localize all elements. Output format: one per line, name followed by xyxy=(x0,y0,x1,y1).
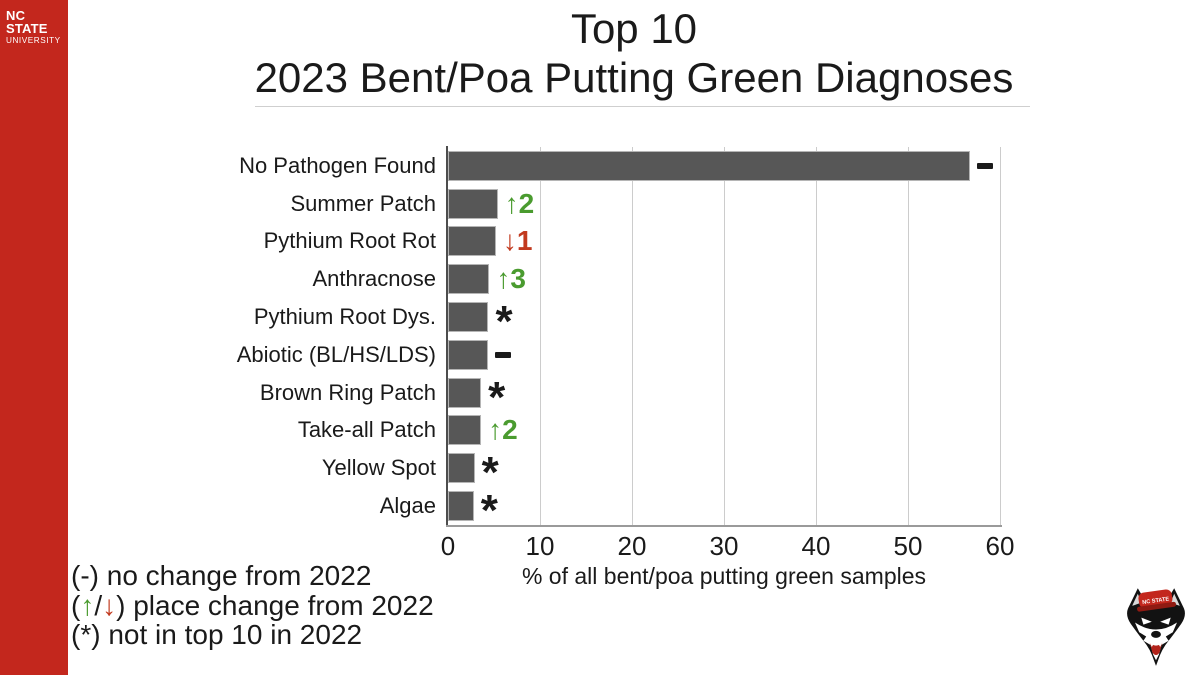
x-tick-label-20: 20 xyxy=(617,531,647,561)
category-label: Pythium Root Rot xyxy=(263,228,436,254)
legend-not-in-top10-text: (*) not in top 10 in 2022 xyxy=(71,619,363,650)
wolf-hat: NC STATE xyxy=(1137,589,1177,612)
ncstate-wolf-logo: NC STATE xyxy=(1127,588,1185,666)
wolf-nose xyxy=(1151,630,1161,638)
gridline-10 xyxy=(540,147,541,525)
x-axis-line xyxy=(446,525,1002,527)
legend-place-change: (↑/↓) place change from 2022 xyxy=(71,589,434,621)
legend-open-paren: ( xyxy=(71,589,81,621)
x-tick-label-0: 0 xyxy=(440,531,456,561)
not-in-top10-star: * xyxy=(480,486,498,536)
down-arrow-icon: ↓ xyxy=(102,589,117,621)
bar xyxy=(448,188,498,219)
bar-row: Take-all Patch ↑2 xyxy=(0,412,1200,450)
category-label: Anthracnose xyxy=(312,266,436,292)
wolf-tongue xyxy=(1149,642,1163,656)
bar xyxy=(448,264,490,295)
wolf-left-eye xyxy=(1141,617,1152,625)
x-tick-label-30: 30 xyxy=(709,531,739,561)
x-tick-label-50: 50 xyxy=(893,531,923,561)
category-label: Take-all Patch xyxy=(297,417,436,443)
legend-not-in-top10: (*) not in top 10 in 2022 xyxy=(71,620,434,650)
gridline-40 xyxy=(816,147,817,525)
bar-row: Abiotic (BL/HS/LDS) xyxy=(0,336,1200,374)
wolf-hat-text: NC STATE xyxy=(1142,596,1170,606)
legend: (-) no change from 2022 (↑/↓) place chan… xyxy=(71,561,434,650)
legend-no-change-text: (-) no change from 2022 xyxy=(71,560,372,591)
bar-row: Pythium Root Dys. * xyxy=(0,297,1200,346)
bar xyxy=(448,150,970,181)
bar xyxy=(448,377,482,408)
ncstate-logo-university: UNIVERSITY xyxy=(6,36,61,45)
bar-row: Summer Patch ↑2 xyxy=(0,185,1200,223)
gridline-50 xyxy=(908,147,909,525)
place-up-annotation: ↑2 xyxy=(504,187,535,219)
bar-row: Algae * xyxy=(0,486,1200,535)
place-down-annotation: ↓1 xyxy=(502,225,533,257)
legend-place-change-text: ) place change from 2022 xyxy=(116,589,434,621)
wolf-tooth-left xyxy=(1149,642,1154,647)
category-label: Algae xyxy=(379,493,436,519)
category-label: No Pathogen Found xyxy=(239,152,436,178)
slide-title: Top 10 2023 Bent/Poa Putting Green Diagn… xyxy=(68,4,1200,102)
ncstate-logo-name: NC STATE xyxy=(6,8,48,36)
gridline-30 xyxy=(724,147,725,525)
wolf-hat-brim xyxy=(1137,601,1177,612)
bar-row: Brown Ring Patch * xyxy=(0,373,1200,422)
ncstate-logo: NC STATE UNIVERSITY xyxy=(6,9,68,45)
y-axis-line xyxy=(446,146,448,526)
ncstate-brand-bar: NC STATE UNIVERSITY xyxy=(0,0,68,675)
bar-row: Yellow Spot * xyxy=(0,448,1200,497)
bar xyxy=(448,339,488,370)
up-arrow-icon: ↑ xyxy=(80,589,95,621)
slide-title-line1: Top 10 xyxy=(570,5,698,52)
bar-row: Anthracnose ↑3 xyxy=(0,260,1200,298)
x-axis-label: % of all bent/poa putting green samples xyxy=(521,563,927,589)
place-up-annotation: ↑2 xyxy=(488,414,518,446)
category-label: Yellow Spot xyxy=(321,455,436,481)
bar-row: No Pathogen Found xyxy=(0,147,1200,185)
not-in-top10-star: * xyxy=(488,372,506,422)
legend-no-change: (-) no change from 2022 xyxy=(71,561,434,591)
slide-title-line2: 2023 Bent/Poa Putting Green Diagnoses xyxy=(254,54,1014,101)
wolf-right-eye xyxy=(1160,617,1171,625)
wolf-face xyxy=(1135,622,1177,661)
bar xyxy=(448,415,482,446)
category-label: Brown Ring Patch xyxy=(259,379,436,405)
category-label: Summer Patch xyxy=(290,190,437,216)
bar-row: Pythium Root Rot ↓1 xyxy=(0,223,1200,261)
not-in-top10-star: * xyxy=(495,297,513,347)
x-tick-label-10: 10 xyxy=(525,531,555,561)
legend-slash: / xyxy=(94,589,103,621)
category-label: Pythium Root Dys. xyxy=(253,304,436,330)
x-tick-label-40: 40 xyxy=(801,531,831,561)
not-in-top10-star: * xyxy=(481,448,499,498)
place-up-annotation: ↑3 xyxy=(496,263,526,295)
no-change-dash xyxy=(976,162,993,169)
bar xyxy=(448,453,475,484)
bar xyxy=(448,302,489,333)
gridline-60 xyxy=(1000,147,1001,525)
category-label: Abiotic (BL/HS/LDS) xyxy=(236,341,436,367)
wolf-tooth-right xyxy=(1158,642,1163,647)
no-change-dash xyxy=(494,351,511,358)
x-tick-label-60: 60 xyxy=(985,531,1015,561)
bar xyxy=(448,226,496,257)
bar xyxy=(448,491,474,522)
title-divider xyxy=(255,106,1030,107)
gridline-20 xyxy=(632,147,633,525)
